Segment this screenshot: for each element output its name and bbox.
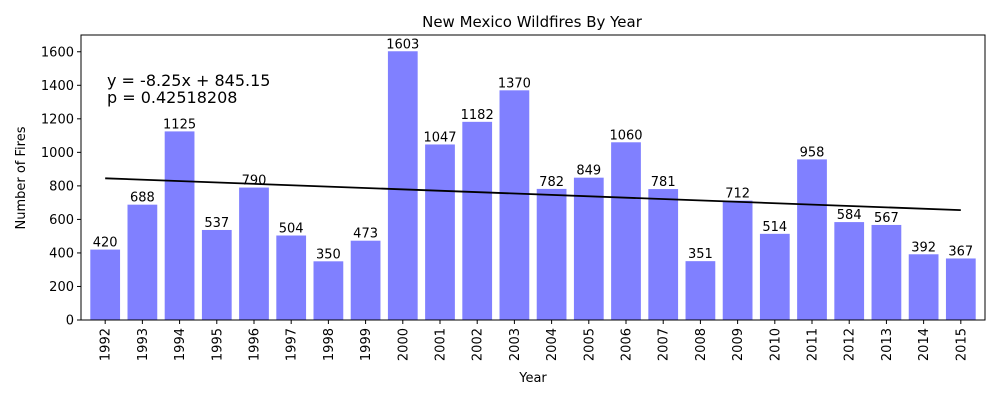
y-tick-label-0: 0 [66,314,74,329]
y-tick-label-400: 400 [49,246,74,261]
bar-2005 [573,177,604,320]
y-tick-label-200: 200 [49,280,74,295]
data-label-1998: 350 [316,247,341,262]
data-label-2002: 1182 [461,108,494,123]
bar-2013 [871,224,902,320]
x-tick-label-2010: 2010 [768,328,783,361]
plot-frame [80,34,986,321]
bar-2009 [722,200,753,320]
bar-2002 [462,121,493,320]
x-tick-label-1998: 1998 [322,328,337,361]
data-label-2000: 1603 [386,37,419,52]
bar-1999 [350,240,381,320]
y-tick-label-1600: 1600 [41,45,74,60]
x-tick-label-1997: 1997 [285,328,300,361]
bar-1996 [239,187,269,320]
data-label-2007: 781 [651,175,676,190]
data-label-2005: 849 [576,164,601,179]
x-tick-label-2003: 2003 [508,328,523,361]
data-label-2001: 1047 [423,130,456,145]
y-tick-label-1400: 1400 [41,79,74,94]
data-label-2014: 392 [911,240,936,255]
data-label-2008: 351 [688,247,713,262]
y-tick-label-800: 800 [49,179,74,194]
data-label-1995: 537 [204,216,229,231]
data-label-1993: 688 [130,191,155,206]
x-tick-label-1996: 1996 [247,328,262,361]
bar-1992 [90,249,121,320]
data-label-2012: 584 [837,208,862,223]
data-label-1994: 1125 [163,117,196,132]
bar-2003 [499,90,530,320]
bar-2004 [536,188,567,320]
bar-1998 [313,261,344,320]
x-tick-label-2014: 2014 [917,328,932,361]
bar-2015 [945,258,976,320]
data-label-2011: 958 [800,145,825,160]
data-label-2013: 567 [874,211,899,226]
x-axis-label: Year [518,371,547,386]
y-tick-label-1200: 1200 [41,112,74,127]
x-tick-label-2001: 2001 [434,328,449,361]
trend-equation: y = -8.25x + 845.15 [107,71,270,90]
x-tick-label-2012: 2012 [843,328,858,361]
y-tick-label-1000: 1000 [41,146,74,161]
x-tick-label-2002: 2002 [471,328,486,361]
trend-line [105,177,961,212]
chart-title: New Mexico Wildfires By Year [422,13,643,31]
x-axis: 1992 1993 1994 1995 1996 1997 1998 1999 2000 2001… [99,320,969,361]
bar-2010 [759,233,790,320]
bar-1995 [201,229,232,320]
data-label-2010: 514 [762,220,787,235]
bar-2011 [797,159,827,320]
data-label-1992: 420 [93,236,118,251]
x-tick-label-2009: 2009 [731,328,746,361]
x-tick-label-2015: 2015 [954,328,969,361]
bar-1993 [127,204,158,320]
data-label-2015: 367 [948,244,973,259]
trend-p-value: p = 0.42518208 [107,88,237,107]
x-tick-label-1994: 1994 [173,328,188,361]
x-tick-label-2011: 2011 [806,328,821,361]
data-label-2004: 782 [539,175,564,190]
bar-2001 [425,144,455,320]
data-label-1997: 504 [279,222,304,237]
data-label-2006: 1060 [609,128,642,143]
x-tick-label-2008: 2008 [694,328,709,361]
data-label-1996: 790 [242,174,267,189]
bar-1994 [164,131,195,320]
x-tick-label-1993: 1993 [136,328,151,361]
bar-1997 [276,235,307,320]
data-label-2003: 1370 [498,76,531,91]
x-tick-label-2007: 2007 [657,328,672,361]
x-tick-label-1992: 1992 [99,328,114,361]
x-tick-label-2013: 2013 [880,328,895,361]
bar-2014 [908,254,939,320]
bar-2007 [648,189,679,320]
x-tick-label-2000: 2000 [396,328,411,361]
bar-2008 [685,261,716,320]
data-label-1999: 473 [353,227,378,242]
x-tick-label-1995: 1995 [210,328,225,361]
x-tick-label-2005: 2005 [582,328,597,361]
y-tick-label-600: 600 [49,213,74,228]
x-tick-label-2004: 2004 [545,328,560,361]
bars-group [90,51,976,320]
x-tick-label-2006: 2006 [620,328,635,361]
bar-2000 [387,51,418,320]
data-labels-group: 420 688 1125 537 790 504 350 473 1603 1047 1182 137… [93,37,973,262]
y-axis-label: Number of Fires [14,126,29,229]
x-tick-label-1999: 1999 [359,328,374,361]
data-label-2009: 712 [725,187,750,202]
bar-2006 [611,142,641,320]
bar-2012 [834,222,865,320]
y-axis: 0 200 400 600 800 1000 1200 1400 1600 [41,45,81,329]
